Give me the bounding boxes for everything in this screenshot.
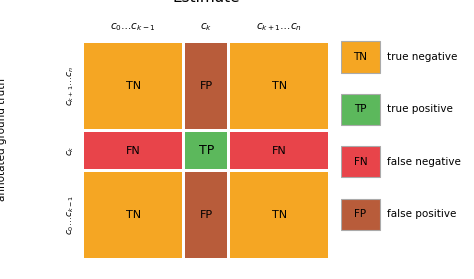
Text: TN: TN <box>272 210 287 220</box>
Text: false positive: false positive <box>387 209 457 219</box>
Text: annotated ground truth: annotated ground truth <box>0 78 8 201</box>
FancyBboxPatch shape <box>341 94 380 125</box>
Text: TP: TP <box>199 144 214 157</box>
FancyBboxPatch shape <box>185 43 228 129</box>
Text: $c_0 \ldots c_{k-1}$: $c_0 \ldots c_{k-1}$ <box>110 21 156 33</box>
FancyBboxPatch shape <box>230 43 328 129</box>
FancyBboxPatch shape <box>185 132 228 169</box>
Text: $c_0 \ldots c_{k-1}$: $c_0 \ldots c_{k-1}$ <box>65 195 75 235</box>
Text: FN: FN <box>272 146 286 156</box>
FancyBboxPatch shape <box>230 172 328 258</box>
Text: FP: FP <box>200 81 213 91</box>
Text: TN: TN <box>272 81 287 91</box>
Text: FP: FP <box>200 210 213 220</box>
FancyBboxPatch shape <box>341 146 380 177</box>
FancyBboxPatch shape <box>84 43 182 129</box>
FancyBboxPatch shape <box>84 172 182 258</box>
Text: true positive: true positive <box>387 104 453 114</box>
Text: TP: TP <box>354 104 367 114</box>
Text: Estimate: Estimate <box>173 0 240 5</box>
Text: false negative: false negative <box>387 157 461 167</box>
Text: TN: TN <box>126 81 141 91</box>
Text: FN: FN <box>126 146 141 156</box>
Text: $c_k$: $c_k$ <box>65 145 75 156</box>
Text: FN: FN <box>354 157 367 167</box>
Text: true negative: true negative <box>387 52 458 62</box>
FancyBboxPatch shape <box>185 172 228 258</box>
FancyBboxPatch shape <box>84 132 182 169</box>
Text: $c_k$: $c_k$ <box>200 21 212 33</box>
FancyBboxPatch shape <box>230 132 328 169</box>
FancyBboxPatch shape <box>341 41 380 73</box>
FancyBboxPatch shape <box>341 199 380 230</box>
Text: $c_{k+1} \ldots c_n$: $c_{k+1} \ldots c_n$ <box>256 21 302 33</box>
Text: FP: FP <box>355 209 366 219</box>
Text: $c_{k+1} \ldots c_n$: $c_{k+1} \ldots c_n$ <box>65 66 75 106</box>
Text: TN: TN <box>354 52 367 62</box>
Text: TN: TN <box>126 210 141 220</box>
